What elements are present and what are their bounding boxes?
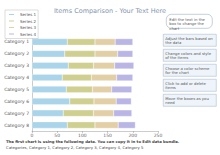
- svg-text:Items Comparison - Your Text H: Items Comparison - Your Text Here: [54, 7, 166, 15]
- svg-text:Adjust the bars based on: Adjust the bars based on: [165, 35, 214, 41]
- svg-text:need: need: [165, 100, 175, 105]
- svg-text:box to change the: box to change the: [169, 21, 205, 27]
- svg-text:Category 3: Category 3: [4, 63, 29, 68]
- svg-text:Series 4: Series 4: [20, 32, 37, 37]
- svg-text:the data: the data: [165, 40, 181, 45]
- svg-text:Category 1: Category 1: [4, 39, 29, 44]
- svg-text:Edit the text in the: Edit the text in the: [169, 17, 207, 22]
- svg-text:items: items: [165, 85, 176, 90]
- svg-text:Category 8: Category 8: [4, 123, 29, 128]
- svg-text:100: 100: [78, 133, 87, 138]
- svg-text:of the items: of the items: [165, 55, 188, 60]
- svg-text:Series 1: Series 1: [20, 12, 37, 17]
- svg-text:chart: chart: [169, 26, 179, 31]
- svg-text:0: 0: [31, 133, 34, 138]
- svg-text:250: 250: [154, 133, 163, 138]
- svg-text:Category 7: Category 7: [4, 111, 29, 116]
- svg-text:Move the boxes as you: Move the boxes as you: [165, 95, 210, 101]
- svg-text:Click to add or delete: Click to add or delete: [165, 80, 208, 86]
- svg-text:150: 150: [103, 133, 112, 138]
- svg-text:Change colors and style: Change colors and style: [165, 50, 213, 56]
- svg-text:Category 2: Category 2: [4, 51, 29, 56]
- svg-text:Categories, Category 1, Catego: Categories, Category 1, Category 2, Cate…: [6, 145, 144, 150]
- svg-text:Category 4: Category 4: [4, 75, 29, 80]
- svg-text:Series 3: Series 3: [20, 25, 37, 30]
- svg-text:Series 2: Series 2: [20, 19, 37, 24]
- svg-text:Category 6: Category 6: [4, 99, 29, 104]
- svg-text:Choose a color scheme: Choose a color scheme: [165, 65, 211, 71]
- svg-text:The first chart is using the f: The first chart is using the following d…: [6, 139, 180, 144]
- svg-text:for the chart: for the chart: [165, 70, 189, 75]
- svg-text:Category 5: Category 5: [4, 87, 29, 92]
- svg-text:50: 50: [54, 133, 60, 138]
- svg-text:200: 200: [129, 133, 138, 138]
